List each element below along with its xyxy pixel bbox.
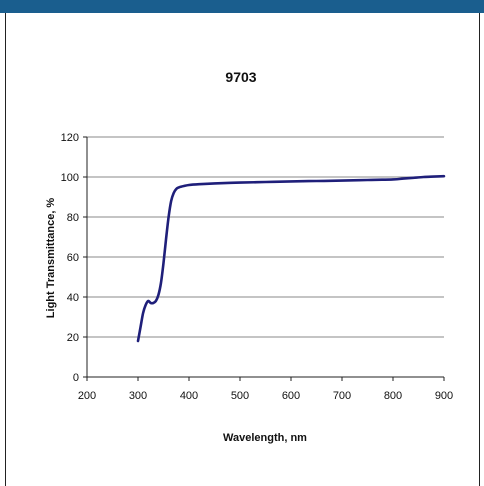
x-tick-label: 200 xyxy=(78,390,96,402)
x-tick-labels: 200 300 400 500 600 700 800 900 xyxy=(78,390,453,402)
series-lines xyxy=(136,174,446,343)
y-tick-label: 100 xyxy=(61,172,79,184)
right-border xyxy=(479,13,480,486)
y-tick-labels: 0 20 40 60 80 100 120 xyxy=(61,132,79,384)
y-tick-label: 120 xyxy=(61,132,79,144)
x-axis-label: Wavelength, nm xyxy=(223,432,307,444)
x-tick-label: 800 xyxy=(384,390,402,402)
x-tick-label: 900 xyxy=(435,390,453,402)
y-tick-label: 60 xyxy=(67,252,79,264)
y-tick-label: 40 xyxy=(67,292,79,304)
x-tick-label: 400 xyxy=(180,390,198,402)
x-tick-label: 500 xyxy=(231,390,249,402)
x-tick-label: 600 xyxy=(282,390,300,402)
x-tick-label: 700 xyxy=(333,390,351,402)
y-axis-label: Light Transmittance, % xyxy=(45,198,57,319)
series-line-0 xyxy=(136,174,446,343)
y-tick-label: 0 xyxy=(73,372,79,384)
chart-title: 9703 xyxy=(225,69,256,85)
header-bar xyxy=(0,0,484,13)
axes xyxy=(83,136,445,381)
gridlines xyxy=(87,136,444,338)
y-tick-label: 20 xyxy=(67,332,79,344)
y-tick-label: 80 xyxy=(67,212,79,224)
left-border xyxy=(5,13,6,486)
x-tick-label: 300 xyxy=(129,390,147,402)
